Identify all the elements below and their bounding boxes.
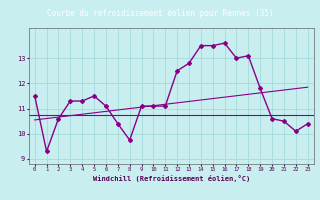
X-axis label: Windchill (Refroidissement éolien,°C): Windchill (Refroidissement éolien,°C) [92,175,250,182]
Text: Courbe du refroidissement éolien pour Rennes (35): Courbe du refroidissement éolien pour Re… [47,8,273,18]
